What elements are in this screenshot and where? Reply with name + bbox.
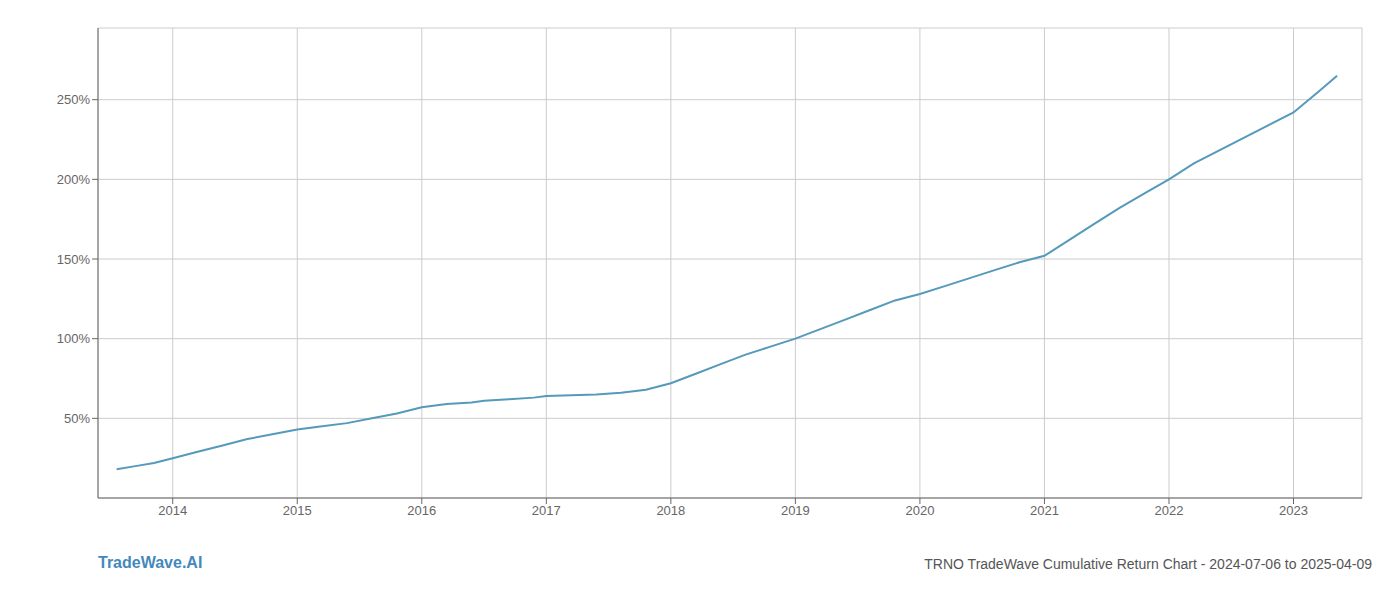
svg-text:2019: 2019 <box>781 503 810 518</box>
svg-text:2016: 2016 <box>407 503 436 518</box>
svg-text:2022: 2022 <box>1155 503 1184 518</box>
svg-text:200%: 200% <box>57 172 91 187</box>
svg-text:250%: 250% <box>57 92 91 107</box>
html-text:TradeWave.AI: TradeWave.AI <box>98 554 203 571</box>
svg-text:150%: 150% <box>57 252 91 267</box>
svg-text:2021: 2021 <box>1030 503 1059 518</box>
svg-text:2023: 2023 <box>1279 503 1308 518</box>
svg-text:2017: 2017 <box>532 503 561 518</box>
svg-text:50%: 50% <box>64 411 90 426</box>
svg-text:2015: 2015 <box>283 503 312 518</box>
html-text:TRNO TradeWave Cumulative Retu: TRNO TradeWave Cumulative Return Chart -… <box>924 556 1372 572</box>
svg-text:2014: 2014 <box>158 503 187 518</box>
svg-text:100%: 100% <box>57 331 91 346</box>
svg-text:2018: 2018 <box>656 503 685 518</box>
svg-text:2020: 2020 <box>905 503 934 518</box>
